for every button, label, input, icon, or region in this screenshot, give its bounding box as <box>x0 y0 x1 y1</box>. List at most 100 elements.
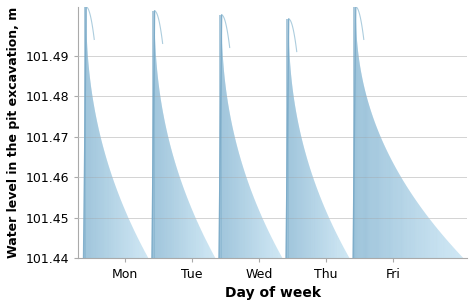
Polygon shape <box>233 130 234 258</box>
Polygon shape <box>374 121 375 258</box>
Polygon shape <box>240 157 241 258</box>
Polygon shape <box>108 163 109 258</box>
Polygon shape <box>191 209 192 258</box>
Polygon shape <box>92 95 93 258</box>
Polygon shape <box>427 215 428 258</box>
Polygon shape <box>156 59 157 258</box>
Polygon shape <box>394 166 395 258</box>
Polygon shape <box>426 214 427 258</box>
Polygon shape <box>188 200 189 258</box>
Polygon shape <box>152 11 216 258</box>
Polygon shape <box>393 164 394 258</box>
Polygon shape <box>438 229 439 258</box>
Polygon shape <box>205 238 206 258</box>
Polygon shape <box>168 138 169 258</box>
Polygon shape <box>102 144 103 258</box>
Polygon shape <box>202 233 203 258</box>
Polygon shape <box>176 166 177 258</box>
Polygon shape <box>169 142 170 258</box>
Polygon shape <box>133 229 134 258</box>
Polygon shape <box>316 187 317 258</box>
Polygon shape <box>419 205 420 258</box>
Polygon shape <box>119 196 120 258</box>
Polygon shape <box>112 177 113 258</box>
Polygon shape <box>358 48 359 258</box>
Polygon shape <box>171 148 172 258</box>
Polygon shape <box>368 101 369 258</box>
Polygon shape <box>166 128 167 258</box>
Polygon shape <box>353 7 354 258</box>
Polygon shape <box>125 211 126 258</box>
Polygon shape <box>308 163 309 258</box>
Polygon shape <box>383 143 384 258</box>
Polygon shape <box>128 218 129 258</box>
Polygon shape <box>199 226 200 258</box>
Polygon shape <box>264 223 265 258</box>
Polygon shape <box>287 19 288 258</box>
Polygon shape <box>225 84 226 258</box>
Polygon shape <box>367 98 368 258</box>
Polygon shape <box>175 163 176 258</box>
Polygon shape <box>159 89 160 258</box>
Polygon shape <box>413 196 414 258</box>
Polygon shape <box>164 121 165 258</box>
Polygon shape <box>273 242 274 258</box>
Polygon shape <box>234 135 235 258</box>
Polygon shape <box>324 207 325 258</box>
Polygon shape <box>340 241 341 258</box>
Polygon shape <box>243 168 244 258</box>
Polygon shape <box>319 195 320 258</box>
Polygon shape <box>163 113 164 258</box>
Polygon shape <box>220 15 221 258</box>
Polygon shape <box>231 121 232 258</box>
Polygon shape <box>219 15 220 258</box>
Polygon shape <box>288 19 289 258</box>
Polygon shape <box>406 185 407 258</box>
Polygon shape <box>439 231 440 258</box>
Polygon shape <box>200 228 201 258</box>
Polygon shape <box>407 186 408 258</box>
Polygon shape <box>321 200 322 258</box>
Polygon shape <box>387 151 388 258</box>
Polygon shape <box>336 232 337 258</box>
Polygon shape <box>312 176 313 258</box>
Polygon shape <box>195 218 196 258</box>
Polygon shape <box>244 170 245 258</box>
Polygon shape <box>178 173 179 258</box>
Polygon shape <box>93 101 94 258</box>
Polygon shape <box>206 240 207 258</box>
Polygon shape <box>307 159 308 258</box>
Polygon shape <box>405 183 406 258</box>
Polygon shape <box>325 209 326 258</box>
Polygon shape <box>113 180 114 258</box>
Polygon shape <box>398 172 399 258</box>
Polygon shape <box>290 65 291 258</box>
Polygon shape <box>409 189 410 258</box>
Polygon shape <box>361 73 362 258</box>
Polygon shape <box>99 131 100 258</box>
Polygon shape <box>271 236 272 258</box>
Polygon shape <box>172 152 173 258</box>
Polygon shape <box>359 63 360 258</box>
Polygon shape <box>192 210 193 258</box>
Polygon shape <box>315 184 316 258</box>
Polygon shape <box>392 161 393 258</box>
Polygon shape <box>241 161 242 258</box>
Polygon shape <box>370 107 371 258</box>
Polygon shape <box>441 233 442 258</box>
Polygon shape <box>130 222 131 258</box>
Polygon shape <box>364 87 365 258</box>
Polygon shape <box>122 203 123 258</box>
Polygon shape <box>404 182 405 258</box>
Polygon shape <box>330 221 331 258</box>
Polygon shape <box>298 123 299 258</box>
Polygon shape <box>320 198 321 258</box>
Polygon shape <box>354 7 355 258</box>
Polygon shape <box>189 202 190 258</box>
Polygon shape <box>138 239 139 258</box>
Polygon shape <box>98 126 99 258</box>
Polygon shape <box>256 205 257 258</box>
Polygon shape <box>377 128 378 258</box>
Polygon shape <box>318 191 319 258</box>
Polygon shape <box>272 239 273 258</box>
